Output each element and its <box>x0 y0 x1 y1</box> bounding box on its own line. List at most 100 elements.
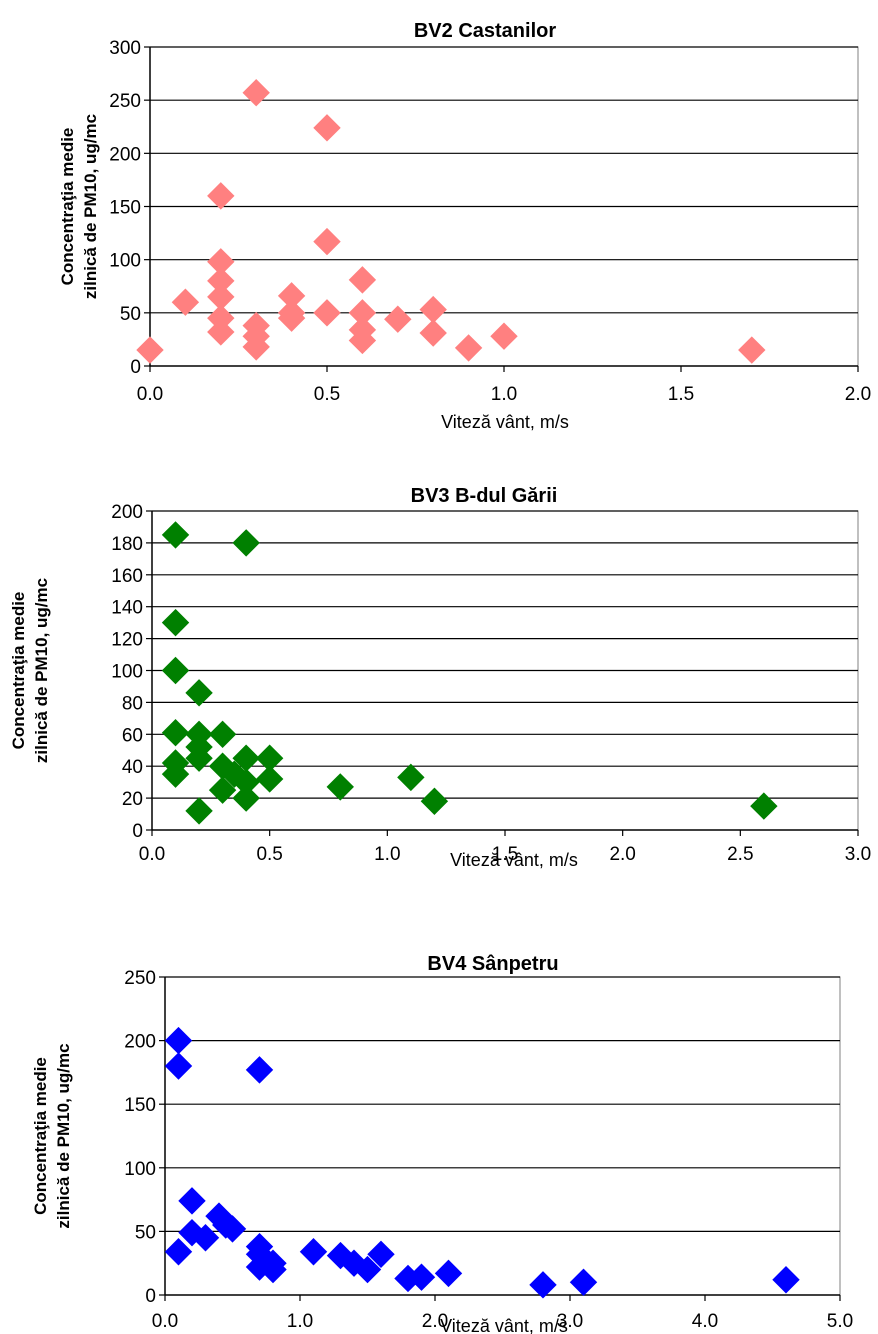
y-tick-label: 20 <box>122 789 143 810</box>
data-point <box>178 1187 206 1215</box>
y-tick-label: 0 <box>145 1286 156 1307</box>
data-point <box>490 322 518 350</box>
data-point <box>218 1215 247 1243</box>
y-tick-label: 0 <box>130 357 141 378</box>
chart-title: BV3 B-dul Gării <box>411 485 558 507</box>
data-point <box>185 797 213 825</box>
data-point <box>738 336 766 364</box>
data-point <box>772 1266 800 1294</box>
data-point <box>299 1238 328 1266</box>
y-axis-label-line-1: Concentraţia medie <box>58 128 77 286</box>
x-tick-label: 2.0 <box>845 384 871 405</box>
data-point <box>397 763 425 792</box>
y-tick-label: 200 <box>124 1032 156 1053</box>
x-tick-label: 1.5 <box>668 384 694 405</box>
y-tick-label: 60 <box>122 725 143 746</box>
y-tick-label: 160 <box>111 566 143 587</box>
data-point <box>313 299 341 327</box>
data-point <box>185 679 213 707</box>
x-tick-label: 1.5 <box>492 844 518 865</box>
y-tick-label: 120 <box>111 630 143 651</box>
data-point <box>207 182 235 210</box>
y-tick-label: 140 <box>111 598 143 619</box>
x-tick-label: 5.0 <box>827 1311 853 1332</box>
data-point <box>348 266 377 294</box>
data-point <box>161 608 190 637</box>
x-tick-label: 2.0 <box>609 844 635 865</box>
data-point <box>255 765 284 793</box>
data-point <box>750 792 778 820</box>
plot-area <box>164 976 841 1296</box>
data-point <box>171 288 200 316</box>
y-tick-label: 50 <box>120 304 141 325</box>
data-point <box>313 114 341 142</box>
x-tick-label: 0.5 <box>256 844 282 865</box>
data-point <box>259 1255 287 1284</box>
data-point <box>419 319 447 347</box>
x-tick-label: 4.0 <box>692 1311 718 1332</box>
data-point <box>164 1052 193 1080</box>
y-tick-label: 100 <box>109 251 141 272</box>
data-point <box>242 79 270 107</box>
data-point <box>161 718 190 747</box>
y-tick-label: 100 <box>111 662 143 683</box>
x-tick-label: 1.0 <box>491 384 517 405</box>
y-tick-label: 40 <box>122 757 143 778</box>
data-point <box>242 333 270 361</box>
data-point <box>420 787 449 815</box>
y-tick-label: 100 <box>124 1159 156 1180</box>
data-point <box>136 336 164 364</box>
data-point <box>245 1056 274 1084</box>
y-tick-label: 0 <box>132 821 143 842</box>
y-tick-label: 250 <box>124 968 156 989</box>
chart-title: BV4 Sânpetru <box>427 953 558 975</box>
y-axis-label-line-2: zilnică de PM10, ug/mc <box>32 578 51 763</box>
y-tick-label: 80 <box>122 693 143 714</box>
data-point <box>185 744 213 772</box>
data-point <box>161 760 190 788</box>
chart-1: 0 50 100 150 200 250 300 0.0 0.5 1.0 1.5 2.0 BV2 Cas… <box>58 20 871 432</box>
data-point <box>164 1238 193 1266</box>
y-tick-label: 150 <box>109 198 141 219</box>
x-axis-label: Viteză vânt, m/s <box>441 412 569 432</box>
data-point <box>232 784 260 812</box>
x-axis-label: Viteză vânt, m/s <box>440 1316 568 1334</box>
x-tick-label: 2.0 <box>422 1311 448 1332</box>
x-tick-label: 3.0 <box>845 844 871 865</box>
y-tick-label: 200 <box>109 144 141 165</box>
data-point <box>434 1259 463 1288</box>
data-point <box>569 1268 598 1296</box>
chart-2: 0 20 40 60 80 100 120 140 160 180 200 0.0 0.5 1.0 1.5 2… <box>9 485 871 870</box>
chart-3: 0 50 100 150 200 250 0.0 1.0 2.0 3.0 4.0 5.0 BV4 Sân… <box>31 953 853 1334</box>
y-axis-label-line-1: Concentraţia medie <box>9 592 28 750</box>
data-point <box>348 326 377 355</box>
y-tick-label: 50 <box>135 1222 156 1243</box>
y-tick-label: 150 <box>124 1095 156 1116</box>
data-point <box>232 529 260 557</box>
y-tick-label: 250 <box>109 91 141 112</box>
data-point <box>326 773 354 801</box>
x-tick-label: 0.0 <box>137 384 163 405</box>
y-axis-label-line-1: Concentraţia medie <box>31 1057 50 1215</box>
y-axis-label-line-2: zilnică de PM10, ug/mc <box>81 114 100 299</box>
x-tick-label: 1.0 <box>374 844 400 865</box>
data-point <box>208 720 237 749</box>
chart-title: BV2 Castanilor <box>414 20 556 42</box>
data-point <box>367 1240 395 1269</box>
data-point <box>353 1255 382 1284</box>
data-point <box>454 334 483 362</box>
x-tick-label: 3.0 <box>557 1311 583 1332</box>
y-tick-label: 180 <box>111 534 143 555</box>
x-tick-label: 1.0 <box>287 1311 313 1332</box>
data-point <box>407 1263 436 1291</box>
data-point <box>161 656 190 685</box>
data-point <box>313 227 341 256</box>
data-point <box>384 305 412 333</box>
x-tick-label: 2.5 <box>727 844 753 865</box>
x-tick-label: 0.0 <box>152 1311 178 1332</box>
data-point <box>207 318 235 346</box>
data-point <box>529 1271 557 1299</box>
x-tick-label: 0.0 <box>139 844 165 865</box>
